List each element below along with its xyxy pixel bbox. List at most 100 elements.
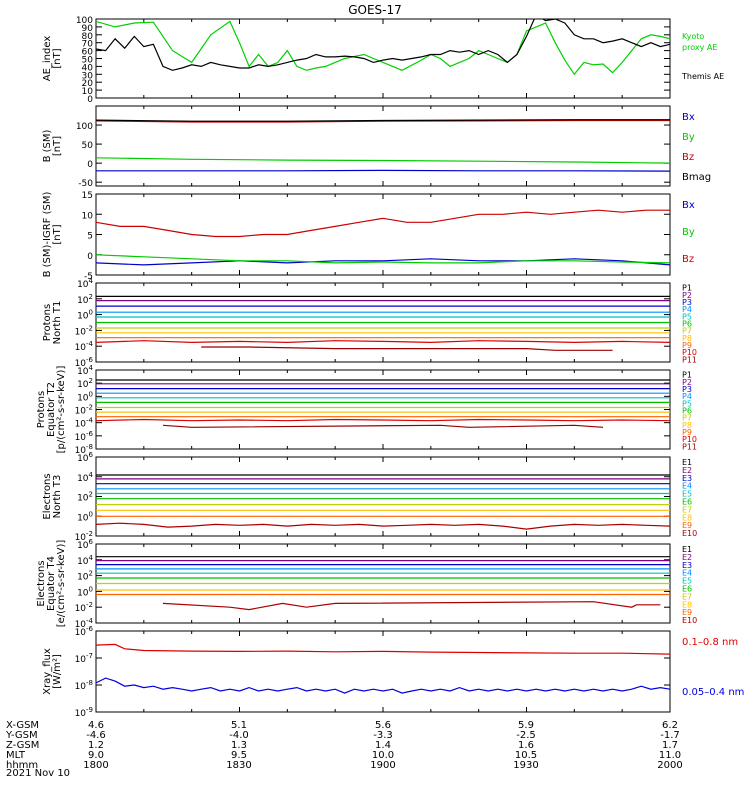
legend-p3: P3 <box>682 298 692 307</box>
legend-p9: P9 <box>682 341 692 350</box>
panel-frame <box>95 369 671 450</box>
y-tick-label: 50 <box>82 56 94 66</box>
y-tick-label: 104 <box>77 554 93 567</box>
legend-0-05-0-4-nm: 0.05–0.4 nm <box>682 687 744 698</box>
series-line-e10 <box>162 601 661 611</box>
orbit-value: 4.6 <box>88 720 104 731</box>
panel-2: -50 0 50 100 B (SM) [nT] Bx By Bz Bmag <box>42 105 711 189</box>
orbit-value: -3.3 <box>373 730 393 741</box>
series-line-bx <box>96 169 670 172</box>
y-tick-label: 100 <box>77 510 93 523</box>
legend-bx: Bx <box>682 112 695 123</box>
legend-themis-ae: Themis AE <box>681 72 724 81</box>
series-line-0-05-0-4-nm <box>96 677 670 694</box>
series-line-kyoto-proxy-ae <box>96 20 670 76</box>
panel-frame <box>95 630 671 713</box>
legend-e3: E3 <box>682 561 692 570</box>
y-axis-label: Protons <box>42 304 53 341</box>
orbit-value: 11.0 <box>659 750 681 761</box>
legend-p4: P4 <box>682 305 692 314</box>
legend-p10: P10 <box>682 435 697 444</box>
legend-e1: E1 <box>682 458 692 467</box>
series-line-bz <box>96 119 670 123</box>
legend-p4: P4 <box>682 392 692 401</box>
y-axis-label: [p/(cm²-s-sr-keV)] <box>56 366 67 454</box>
legend-e6: E6 <box>682 497 692 506</box>
legend-p2: P2 <box>682 291 692 300</box>
orbit-value: -4.0 <box>229 730 249 741</box>
legend-p8: P8 <box>682 334 692 343</box>
orbit-value: 1930 <box>513 760 538 771</box>
series-line-by <box>96 157 670 164</box>
y-tick-label: 10 <box>82 211 94 221</box>
orbit-value: 6.2 <box>662 720 678 731</box>
y-tick-label: 10 <box>82 87 94 97</box>
orbit-value: 5.1 <box>231 720 247 731</box>
legend-e9: E9 <box>682 608 692 617</box>
legend-e5: E5 <box>682 490 692 499</box>
y-tick-label: 100 <box>76 16 93 26</box>
y-tick-label: 104 <box>77 471 93 484</box>
series-line-e10 <box>96 522 670 530</box>
orbit-value: 1.7 <box>662 740 678 751</box>
y-tick-label: 102 <box>77 491 93 504</box>
y-tick-label: 30 <box>82 71 94 81</box>
y-tick-label: 70 <box>82 40 94 50</box>
legend-p6: P6 <box>682 320 692 329</box>
legend-p6: P6 <box>682 407 692 416</box>
legend-p10: P10 <box>682 348 697 357</box>
legend-e1: E1 <box>682 545 692 554</box>
legend-p7: P7 <box>682 414 692 423</box>
y-tick-label: 15 <box>82 191 93 201</box>
legend-e2: E2 <box>682 553 692 562</box>
orbit-value: 2000 <box>657 760 682 771</box>
y-axis-label: [e/(cm²-s-sr-keV)] <box>56 540 67 628</box>
orbit-value: 1.3 <box>231 740 247 751</box>
legend-e2: E2 <box>682 466 692 475</box>
legend-p11: P11 <box>682 355 697 364</box>
legend-p9: P9 <box>682 428 692 437</box>
panel-frame <box>95 18 671 99</box>
series-line-p11 <box>201 346 613 351</box>
y-axis-label: North T1 <box>52 301 63 345</box>
orbit-value: 1.2 <box>88 740 104 751</box>
y-axis-label: [nT] <box>52 48 63 68</box>
legend-p8: P8 <box>682 421 692 430</box>
legend-e7: E7 <box>682 592 692 601</box>
legend-e4: E4 <box>682 569 692 578</box>
orbit-row-label: Y-GSM <box>5 730 38 741</box>
y-tick-label: 0 <box>87 252 93 262</box>
orbit-value: 1.4 <box>375 740 391 751</box>
legend-e6: E6 <box>682 584 692 593</box>
y-tick-label: 10-2 <box>75 324 93 337</box>
y-axis-label: [nT] <box>52 224 63 244</box>
legend-bz: Bz <box>682 254 694 265</box>
legend-kyoto-proxy-ae: Kyoto <box>682 32 704 41</box>
legend-bx: Bx <box>682 200 695 211</box>
orbit-value: -4.6 <box>86 730 106 741</box>
legend-e10: E10 <box>682 529 697 538</box>
series-line-p10 <box>96 418 670 422</box>
legend-e9: E9 <box>682 521 692 530</box>
y-axis-label: North T3 <box>52 475 63 519</box>
y-tick-label: 0 <box>87 95 93 105</box>
legend-e10: E10 <box>682 616 697 625</box>
y-tick-label: 5 <box>87 232 93 242</box>
y-tick-label: 10-8 <box>75 679 93 692</box>
orbit-row-label: hhmm <box>6 760 38 771</box>
legend-0-1-0-8-nm: 0.1–0.8 nm <box>682 637 738 648</box>
legend-e4: E4 <box>682 482 692 491</box>
series-line-bx <box>96 258 670 266</box>
series-line-themis-ae <box>96 19 670 71</box>
legend-e8: E8 <box>682 513 692 522</box>
y-tick-label: 10-9 <box>75 706 93 719</box>
legend-kyoto-proxy-ae: proxy AE <box>682 43 717 52</box>
y-tick-label: 100 <box>77 309 93 322</box>
